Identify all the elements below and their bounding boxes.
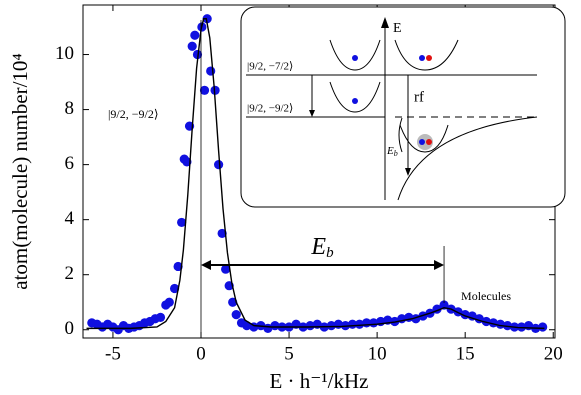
arrowhead (434, 260, 445, 270)
x-axis-label: E · h⁻¹/kHz (269, 369, 368, 393)
binding-label-sub: b (326, 245, 334, 261)
inset-well (329, 81, 381, 113)
x-tick-label: 10 (368, 343, 387, 364)
inset-well (394, 39, 459, 71)
inset-molecular-potential (397, 116, 538, 201)
data-point (199, 85, 210, 95)
data-point (187, 41, 197, 51)
data-point (190, 30, 200, 40)
data-point (177, 217, 187, 228)
inset-eb-label: Eb (386, 145, 398, 158)
data-point (206, 66, 216, 76)
inset-atom (426, 55, 432, 61)
molecule-label: Molecules (461, 289, 511, 303)
x-tick-label: 20 (544, 343, 563, 364)
y-tick-label: 10 (55, 43, 74, 64)
inset-lower-label: |9/2, −9/2⟩ (247, 103, 293, 115)
inset-energy-label: E (393, 21, 402, 36)
inset-eb-main: E (386, 145, 394, 157)
x-tick-label: 15 (456, 343, 475, 364)
data-point (439, 300, 449, 310)
y-tick-label: 2 (65, 263, 75, 284)
x-tick-label: -5 (105, 343, 121, 364)
inset-axis-arrow (381, 17, 389, 28)
inset-arrowhead (405, 168, 411, 176)
data-point (231, 310, 241, 320)
data-point (270, 321, 280, 331)
inset-atom (426, 139, 432, 145)
data-point (221, 264, 231, 274)
data-point (538, 322, 548, 332)
data-point (214, 160, 224, 170)
inset-well (329, 39, 381, 71)
data-point (169, 283, 180, 294)
data-point (354, 319, 365, 329)
data-point (155, 312, 166, 322)
inset-atom (352, 55, 358, 61)
data-point (305, 321, 315, 331)
x-tick-label: 5 (284, 343, 294, 364)
inset-atom (419, 139, 425, 145)
y-tick-label: 0 (65, 318, 75, 339)
y-tick-label: 6 (65, 153, 75, 174)
x-tick-label: 0 (196, 343, 206, 364)
inset: E |9/2, −7/2⟩ |9/2, −9/2⟩ rf Eb (240, 6, 566, 208)
fit-line (86, 18, 545, 330)
inset-atom (352, 98, 358, 104)
data-point (326, 321, 336, 331)
inset-frame (240, 6, 566, 208)
inset-well (399, 124, 449, 153)
data-point (173, 261, 183, 272)
inset-eb-sub: b (394, 149, 398, 158)
atom-peak-label: |9/2, −9/2⟩ (108, 107, 159, 121)
binding-label-main: E (310, 234, 326, 260)
inset-rf-label: rf (414, 89, 424, 105)
data-point (202, 14, 212, 24)
y-tick-label: 8 (65, 98, 75, 119)
inset-upper-label: |9/2, −7/2⟩ (247, 61, 293, 73)
data-point (502, 321, 513, 331)
inset-arrowhead (309, 110, 315, 117)
arrowhead (201, 260, 211, 270)
binding-label: Eb (310, 234, 334, 262)
data-point (164, 297, 174, 307)
y-axis-label: atom(molecule) number/10⁴ (8, 53, 32, 290)
inset-atom (419, 55, 425, 61)
data-point (217, 228, 227, 239)
y-tick-label: 4 (65, 208, 75, 229)
data-point (481, 316, 491, 327)
inset-brace (398, 117, 403, 153)
